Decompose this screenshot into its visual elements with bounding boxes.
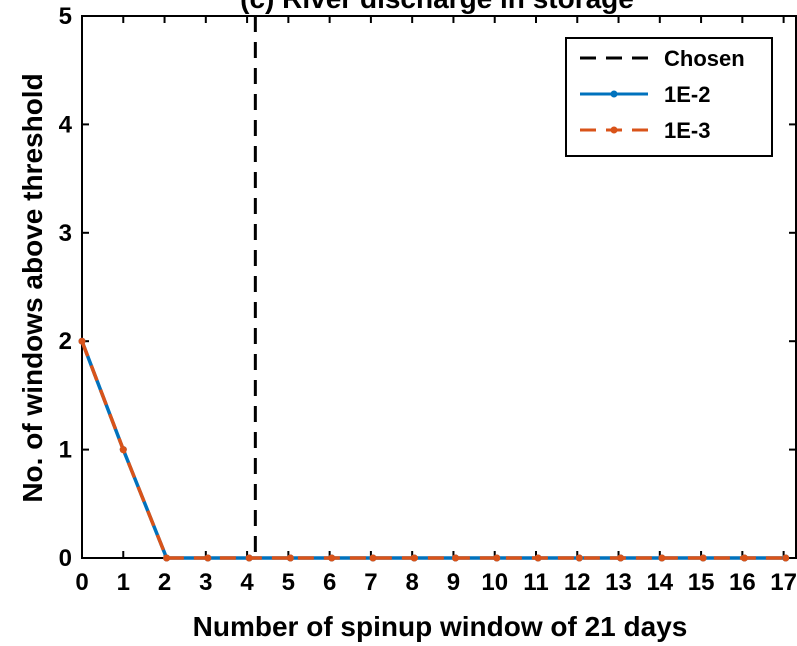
y-tick-label: 2 <box>59 328 72 355</box>
x-tick-label: 0 <box>75 569 88 596</box>
legend: Chosen 1E-2 1E-3 <box>565 37 773 157</box>
series-point-1E-3 <box>369 554 377 562</box>
y-axis-label: No. of windows above threshold <box>17 73 48 502</box>
x-tick-label: 3 <box>199 569 212 596</box>
legend-entry: 1E-3 <box>664 118 710 143</box>
y-tick-label: 5 <box>59 3 72 30</box>
x-tick-label: 7 <box>364 569 377 596</box>
x-tick-label: 16 <box>729 569 756 596</box>
series-point-1E-3 <box>245 554 253 562</box>
x-tick-label: 14 <box>646 569 673 596</box>
series-point-1E-3 <box>658 554 666 562</box>
series-point-1E-3 <box>286 554 294 562</box>
y-tick-label: 4 <box>59 111 73 138</box>
series-point-1E-3 <box>782 554 790 562</box>
x-tick-label: 15 <box>688 569 715 596</box>
x-tick-label: 1 <box>117 569 130 596</box>
y-tick-label: 0 <box>59 545 72 572</box>
series-point-1E-3 <box>452 554 460 562</box>
series-point-1E-3 <box>119 446 127 454</box>
x-tick-label: 4 <box>240 569 254 596</box>
series-line-1E-3 <box>80 340 786 560</box>
x-tick-label: 6 <box>323 569 336 596</box>
series-point-1E-3 <box>699 554 707 562</box>
series-point-1E-3 <box>740 554 748 562</box>
x-tick-label: 2 <box>158 569 171 596</box>
series-line-1E-2 <box>80 340 786 560</box>
x-axis-label: Number of spinup window of 21 days <box>193 611 688 642</box>
x-tick-label: 17 <box>770 569 797 596</box>
legend-marker <box>610 90 618 98</box>
series-point-1E-3 <box>204 554 212 562</box>
y-tick-label: 1 <box>59 437 72 464</box>
x-tick-label: 11 <box>523 569 548 596</box>
legend-marker <box>610 126 618 134</box>
x-tick-label: 8 <box>405 569 418 596</box>
y-tick-label: 3 <box>59 220 72 247</box>
series-point-1E-3 <box>534 554 542 562</box>
series-point-1E-3 <box>493 554 501 562</box>
series-point-1E-3 <box>163 554 171 562</box>
x-tick-label: 5 <box>282 569 295 596</box>
legend-entry: Chosen <box>664 46 745 71</box>
chart-title: (c) River discharge in storage <box>240 0 634 14</box>
x-tick-label: 13 <box>605 569 632 596</box>
x-tick-label: 10 <box>481 569 508 596</box>
legend-entry: 1E-2 <box>664 82 710 107</box>
series-point-1E-3 <box>78 337 86 345</box>
x-tick-label: 12 <box>564 569 591 596</box>
series-point-1E-3 <box>575 554 583 562</box>
series-point-1E-3 <box>617 554 625 562</box>
x-tick-label: 9 <box>447 569 460 596</box>
series-point-1E-3 <box>410 554 418 562</box>
legend-box <box>565 37 773 157</box>
series-point-1E-3 <box>328 554 336 562</box>
